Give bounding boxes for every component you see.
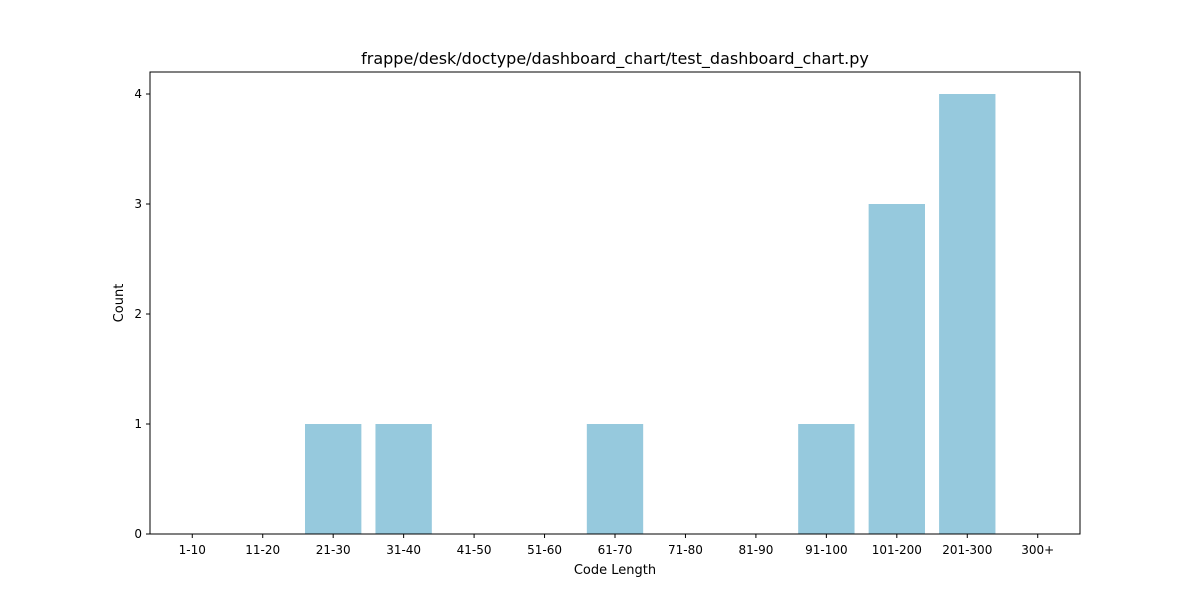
x-axis-ticks: 1-10 11-20 21-30 31-40 41-50 51-60 61-70 71-80 8…	[179, 534, 1054, 557]
x-tick-label: 201-300	[942, 543, 992, 557]
bar-201-300	[939, 94, 996, 534]
x-tick-label: 11-20	[245, 543, 280, 557]
bar-61-70	[586, 424, 644, 534]
bar-101-200	[868, 204, 925, 534]
bar-21-30	[305, 424, 362, 534]
y-tick-label: 3	[134, 197, 142, 211]
x-tick-label: 31-40	[386, 543, 421, 557]
x-tick-label: 300+	[1021, 543, 1054, 557]
bar-91-100	[798, 424, 855, 534]
x-tick-label: 101-200	[872, 543, 922, 557]
x-axis-label: Code Length	[574, 563, 656, 578]
x-tick-label: 21-30	[316, 543, 351, 557]
x-tick-label: 51-60	[527, 543, 562, 557]
x-tick-label: 41-50	[457, 543, 492, 557]
y-tick-label: 4	[134, 87, 142, 101]
bars-layer	[305, 94, 996, 534]
x-tick-label: 81-90	[738, 543, 773, 557]
y-axis-label: Count	[112, 284, 127, 323]
x-tick-label: 71-80	[668, 543, 703, 557]
y-tick-label: 0	[134, 527, 142, 541]
y-tick-label: 2	[134, 307, 142, 321]
x-tick-label: 91-100	[805, 543, 848, 557]
y-tick-label: 1	[134, 417, 142, 431]
y-axis-ticks: 0 1 2 3 4	[134, 87, 150, 541]
chart-title: frappe/desk/doctype/dashboard_chart/test…	[361, 49, 869, 69]
x-tick-label: 61-70	[598, 543, 633, 557]
x-tick-label: 1-10	[179, 543, 206, 557]
bar-31-40	[375, 424, 432, 534]
